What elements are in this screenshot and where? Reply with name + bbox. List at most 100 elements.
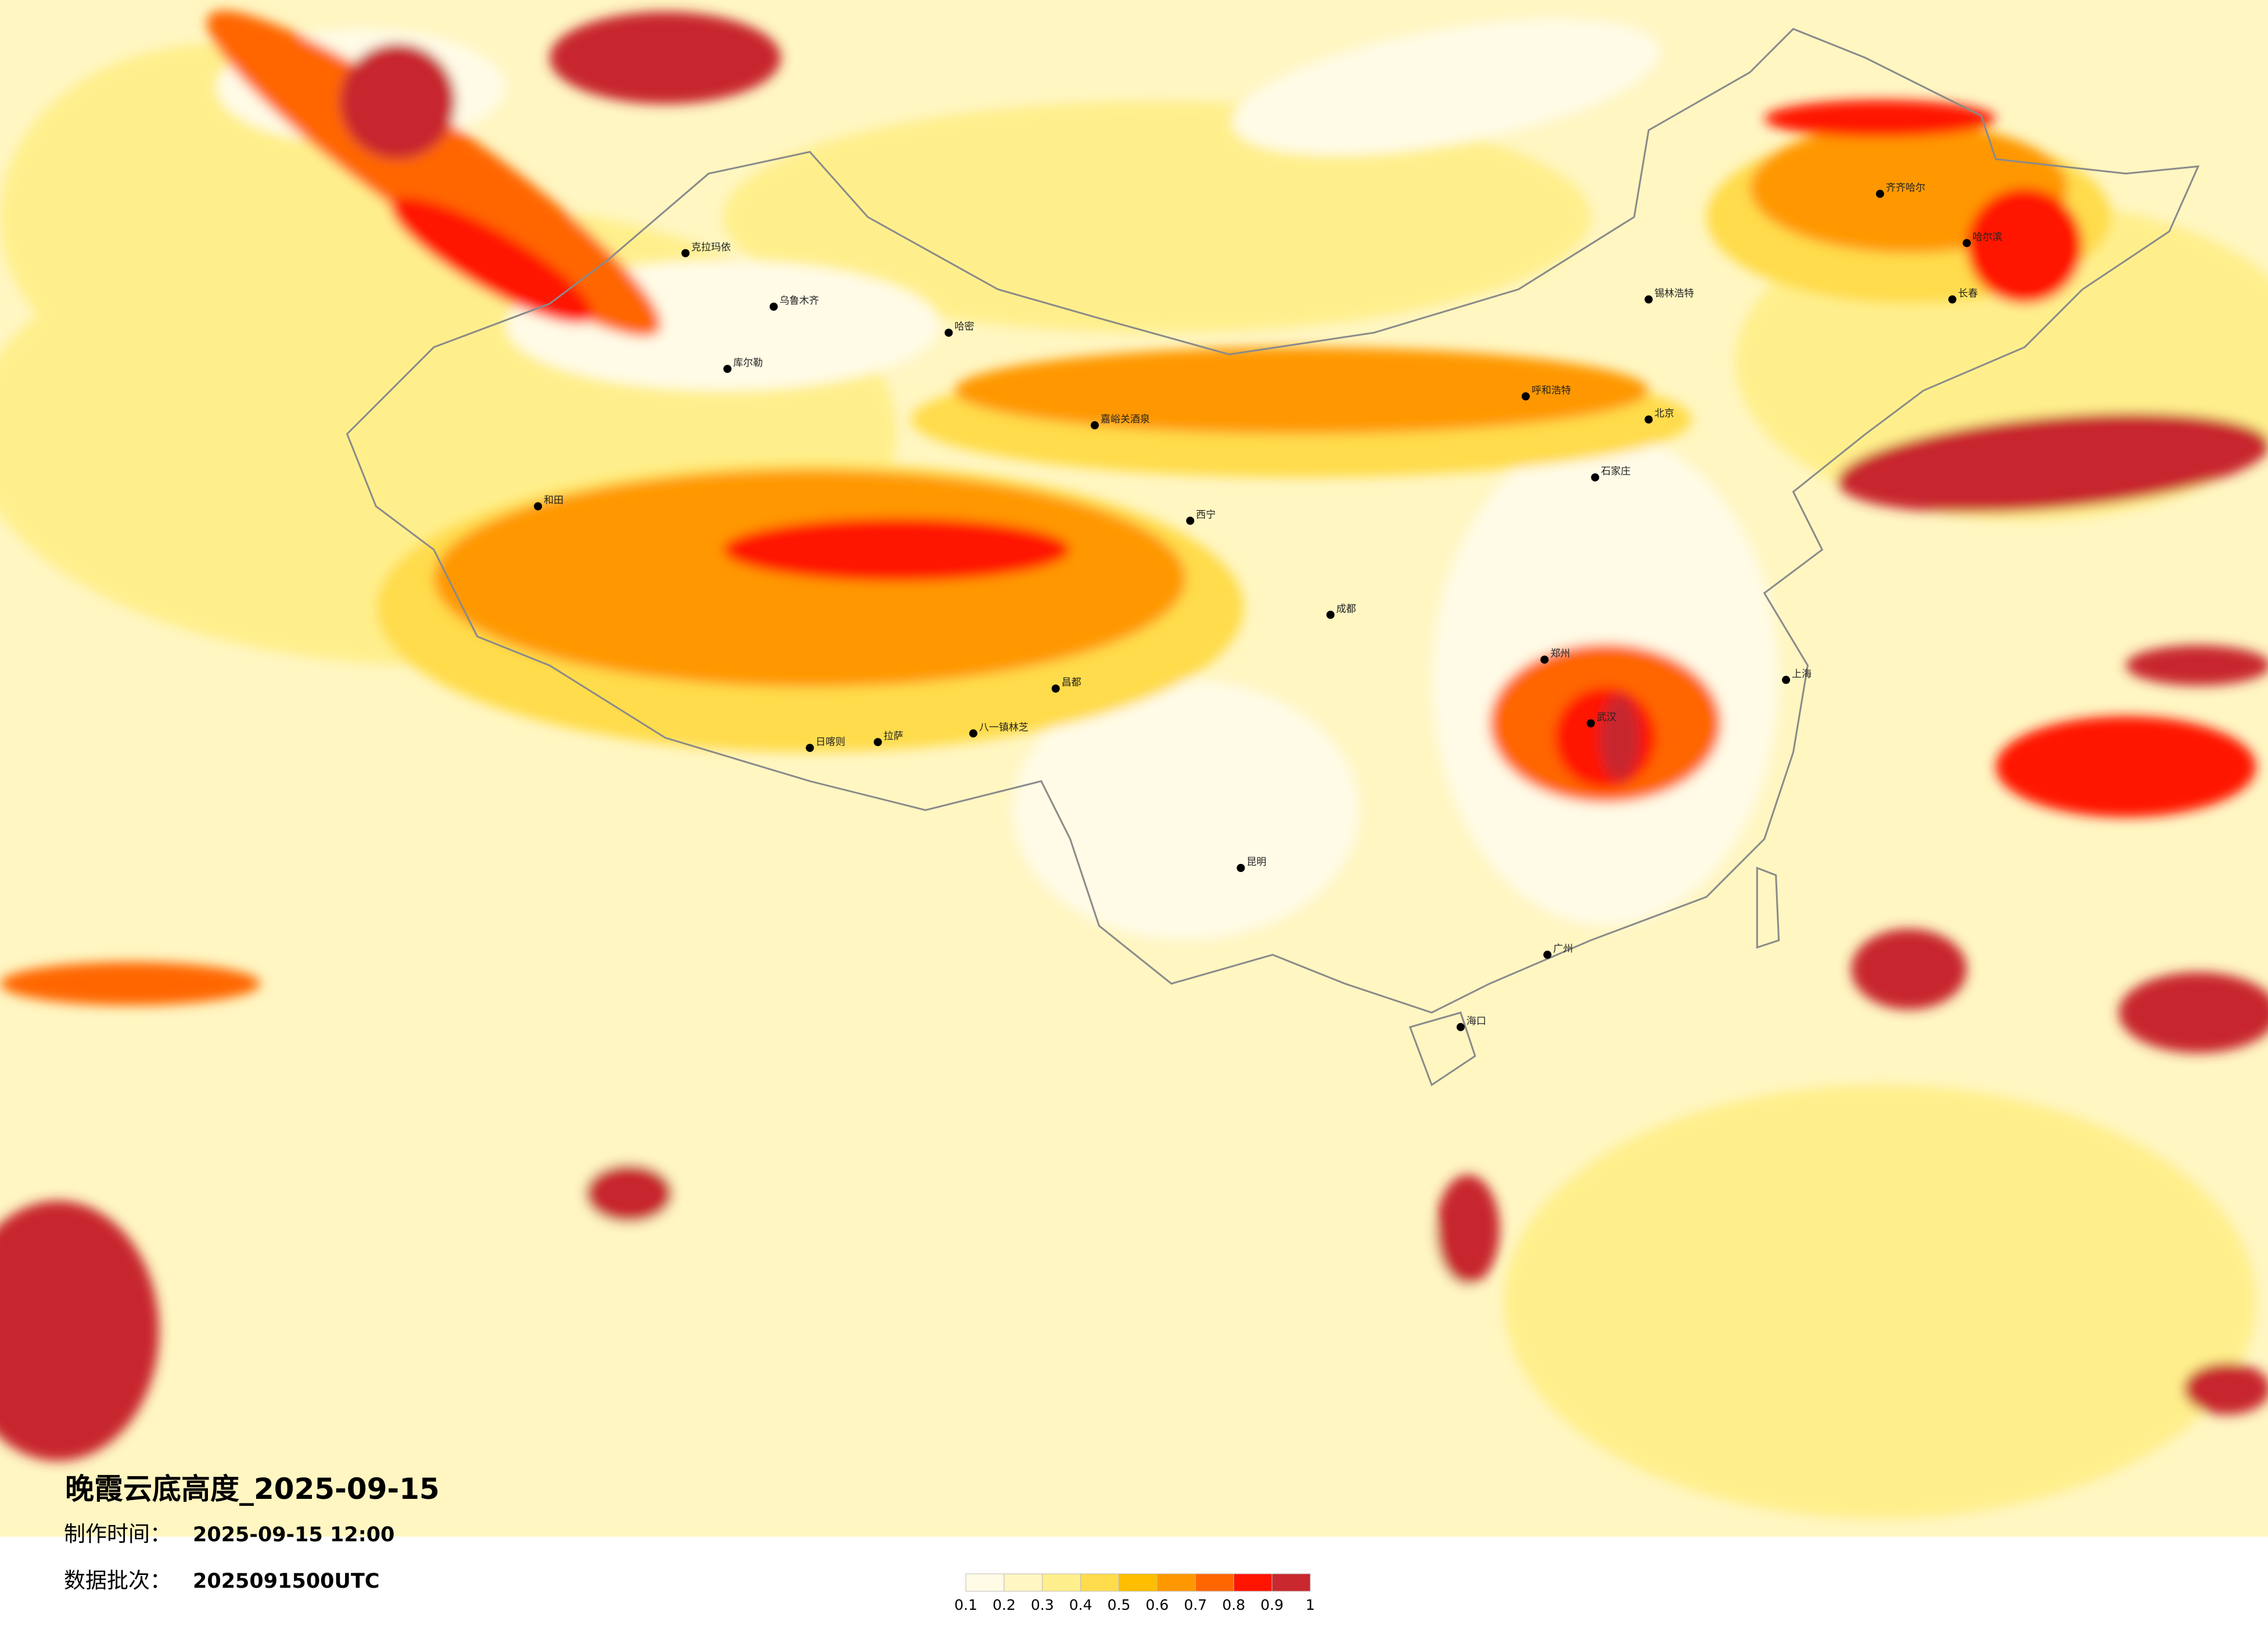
city-dot bbox=[1591, 473, 1600, 482]
cloud-patch bbox=[2126, 645, 2268, 686]
production-time-value: 2025-09-15 12:00 bbox=[193, 1523, 394, 1547]
cloud-patch bbox=[1967, 188, 2083, 304]
cloud-patch bbox=[1232, 18, 1660, 155]
colorbar-box bbox=[1156, 1573, 1196, 1592]
city-label: 乌鲁木齐 bbox=[779, 295, 819, 307]
city-dot bbox=[1237, 864, 1245, 872]
city-label: 北京 bbox=[1655, 408, 1674, 419]
colorbar-tick-label: 0.8 bbox=[1222, 1596, 1245, 1613]
city-dot bbox=[770, 302, 778, 311]
city-dot bbox=[806, 744, 814, 752]
cloud-patch bbox=[1996, 716, 2256, 817]
city-label: 昆明 bbox=[1246, 856, 1266, 868]
city-label: 广州 bbox=[1553, 943, 1573, 955]
cloud-patch bbox=[1504, 1085, 2256, 1519]
colorbar-tick-label: 0.4 bbox=[1069, 1596, 1092, 1613]
colorbar-box bbox=[1233, 1573, 1273, 1592]
colorbar-box bbox=[1195, 1573, 1234, 1592]
map-title: 晚霞云底高度_2025-09-15 bbox=[65, 1472, 440, 1506]
cloud-patch bbox=[0, 961, 261, 1006]
city-dot bbox=[1051, 684, 1060, 693]
city-dot bbox=[1782, 676, 1791, 684]
colorbar-tick-label: 0.6 bbox=[1146, 1596, 1169, 1613]
colorbar-box bbox=[1004, 1573, 1043, 1592]
city-dot bbox=[1587, 719, 1595, 727]
cloud-patch bbox=[1764, 99, 1996, 138]
city-dot bbox=[944, 328, 953, 337]
production-time-label: 制作时间： bbox=[64, 1522, 171, 1547]
country-border bbox=[346, 28, 2200, 1086]
city-label: 齐齐哈尔 bbox=[1886, 182, 1925, 194]
city-label: 克拉玛依 bbox=[691, 242, 731, 253]
cloud-patch bbox=[260, 1085, 1475, 1519]
colorbar-tick-label: 1 bbox=[1306, 1596, 1315, 1613]
city-dot bbox=[1543, 950, 1552, 959]
cloud-patch bbox=[390, 197, 593, 324]
city-label: 八一镇林芝 bbox=[979, 722, 1029, 733]
cloud-patch bbox=[585, 1164, 673, 1223]
city-label: 和田 bbox=[544, 495, 563, 507]
colorbar-box bbox=[1080, 1573, 1120, 1592]
cloud-patch bbox=[2183, 1362, 2268, 1415]
city-dot bbox=[1326, 611, 1335, 619]
cloud-patch bbox=[1012, 680, 1360, 941]
city-label: 锡林浩特 bbox=[1655, 288, 1694, 299]
city-dot bbox=[1876, 189, 1884, 198]
cloud-patch bbox=[1851, 928, 1967, 1010]
city-label: 拉萨 bbox=[883, 730, 903, 742]
city-dot bbox=[534, 502, 542, 511]
colorbar-box bbox=[1271, 1573, 1311, 1592]
city-dot bbox=[1644, 415, 1653, 424]
data-batch-value: 2025091500UTC bbox=[193, 1570, 380, 1593]
city-label: 日喀则 bbox=[815, 736, 845, 748]
borders bbox=[346, 28, 2200, 1086]
colorbar-tick-label: 0.3 bbox=[1031, 1596, 1054, 1613]
city-label: 海口 bbox=[1467, 1016, 1486, 1027]
city-label: 武汉 bbox=[1597, 712, 1616, 723]
city-label: 呼和浩特 bbox=[1532, 385, 1571, 396]
colorbar-tick-label: 0.5 bbox=[1108, 1596, 1131, 1613]
colorbar-box bbox=[965, 1573, 1005, 1592]
city-dot bbox=[1963, 239, 1971, 247]
city-dot bbox=[1090, 421, 1099, 430]
colorbar-box bbox=[1119, 1573, 1158, 1592]
city-label: 昌都 bbox=[1062, 677, 1081, 688]
city-label: 成都 bbox=[1336, 603, 1356, 615]
cloud-patch bbox=[723, 101, 1591, 333]
cloud-patch bbox=[207, 10, 661, 337]
city-dot bbox=[681, 249, 690, 257]
city-dot bbox=[1540, 655, 1549, 664]
colorbar-tick-label: 0.1 bbox=[954, 1596, 977, 1613]
city-label: 哈密 bbox=[954, 321, 974, 333]
cloud-field bbox=[0, 10, 2268, 1519]
city-dot bbox=[1521, 392, 1530, 401]
cloud-patch bbox=[1599, 694, 1640, 781]
city-label: 哈尔滨 bbox=[1972, 231, 2002, 243]
cloud-patch bbox=[549, 11, 781, 105]
cloud-patch bbox=[723, 518, 1070, 582]
colorbar: 0.1 0.2 0.3 0.4 0.5 0.6 0.7 0.8 0.9 1 bbox=[954, 1573, 1315, 1613]
colorbar-box bbox=[1042, 1573, 1081, 1592]
colorbar-tick-label: 0.9 bbox=[1260, 1596, 1284, 1613]
colorbar-tick-label: 0.2 bbox=[993, 1596, 1016, 1613]
city-label: 长春 bbox=[1958, 288, 1978, 299]
city-dot bbox=[1948, 295, 1957, 304]
city-dot bbox=[1186, 516, 1195, 525]
city-label: 石家庄 bbox=[1601, 466, 1630, 478]
cloud-patch bbox=[340, 43, 456, 159]
data-batch-label: 数据批次： bbox=[64, 1568, 171, 1593]
city-dot bbox=[1644, 295, 1653, 304]
cloud-patch bbox=[0, 1200, 159, 1461]
city-dot bbox=[1456, 1022, 1465, 1031]
city-label: 上海 bbox=[1792, 668, 1811, 680]
cloud-patch bbox=[2118, 972, 2268, 1053]
city-label: 嘉峪关酒泉 bbox=[1101, 414, 1150, 425]
city-label: 郑州 bbox=[1550, 648, 1570, 659]
city-dot bbox=[723, 364, 732, 373]
city-label: 西宁 bbox=[1196, 509, 1216, 521]
city-dot bbox=[874, 738, 882, 747]
cloud-patch bbox=[954, 347, 1649, 434]
